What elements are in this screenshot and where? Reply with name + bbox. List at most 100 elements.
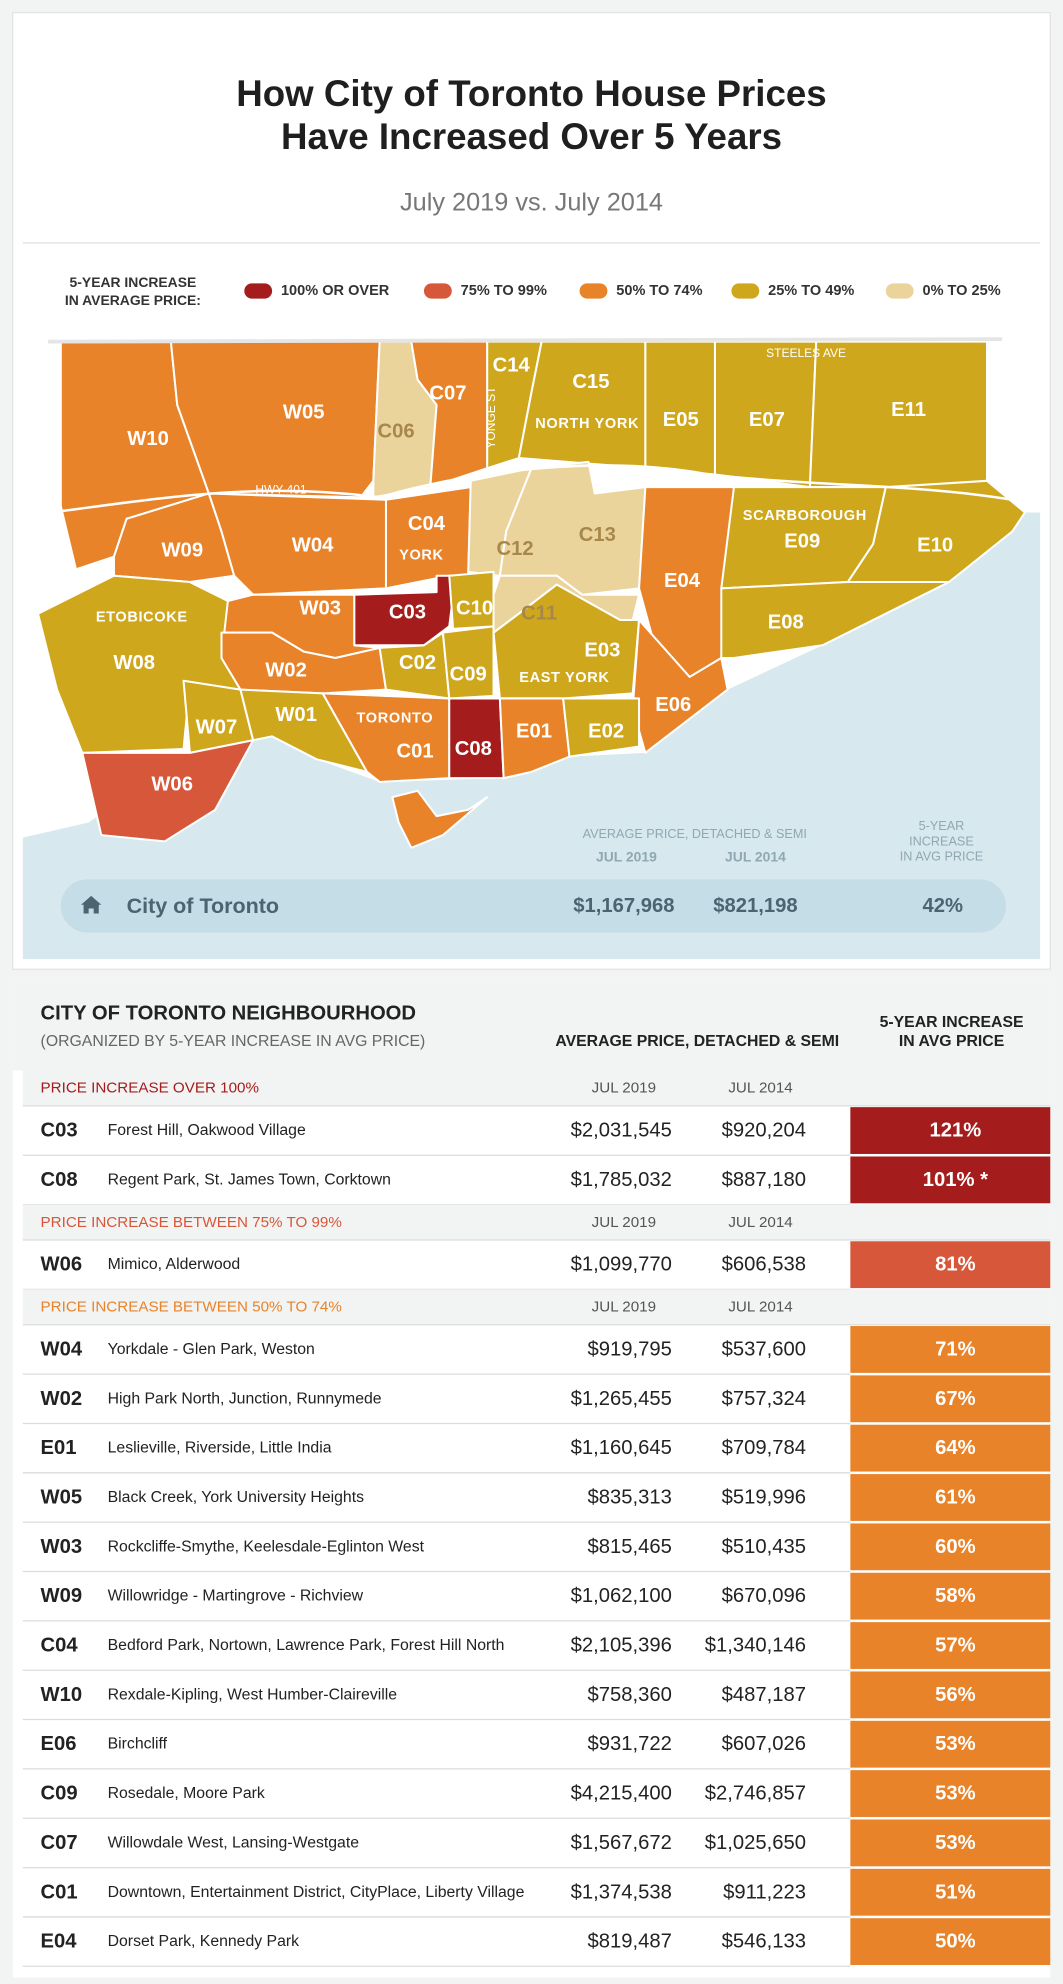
price-2019: $2,105,396: [571, 1635, 672, 1657]
neighbourhood-name: High Park North, Junction, Runnymede: [108, 1390, 382, 1407]
legend-swatch: [885, 283, 914, 299]
district-label: C06: [378, 420, 415, 442]
area-label: NORTH YORK: [535, 416, 639, 432]
increase-cell: [850, 1671, 1051, 1719]
area-label: YORK: [399, 547, 444, 563]
table-header-bg: [12, 980, 1051, 1071]
neighbourhood-name: Black Creek, York University Heights: [108, 1489, 364, 1506]
increase-cell: [850, 1424, 1051, 1472]
area-label: ETOBICOKE: [96, 609, 188, 625]
price-2014: $887,180: [722, 1169, 806, 1191]
section-column: JUL 2014: [728, 1080, 792, 1097]
summary-heading: IN AVG PRICE: [900, 850, 983, 864]
summary-heading: AVERAGE PRICE, DETACHED & SEMI: [583, 827, 807, 841]
district-label: E02: [588, 720, 624, 742]
increase-cell: [850, 1622, 1051, 1669]
summary-value: $1,167,968: [573, 895, 674, 917]
increase-value: 50%: [935, 1931, 976, 1953]
price-2014: $537,600: [722, 1338, 806, 1360]
district-shape: [169, 340, 381, 499]
neighbourhood-name: Leslieville, Riverside, Little India: [108, 1440, 332, 1457]
district-code: W02: [41, 1388, 83, 1410]
district-shape: [321, 692, 451, 783]
district-label: C02: [399, 652, 436, 674]
district-label: E08: [768, 612, 804, 634]
district-label: E11: [891, 399, 926, 421]
district-label: W07: [196, 717, 238, 739]
district-code: W05: [41, 1486, 83, 1508]
table-column-heading: AVERAGE PRICE, DETACHED & SEMI: [555, 1033, 839, 1050]
district-shape: [441, 625, 495, 700]
road-label: HWY 401: [255, 483, 307, 497]
price-2014: $519,996: [722, 1486, 806, 1508]
price-2014: $1,340,146: [705, 1635, 806, 1657]
section-heading: PRICE INCREASE OVER 100%: [41, 1080, 259, 1097]
neighbourhood-name: Forest Hill, Oakwood Village: [108, 1122, 306, 1139]
increase-cell: [850, 1572, 1051, 1620]
district-label: W09: [161, 539, 203, 561]
price-2019: $4,215,400: [571, 1783, 672, 1805]
summary-value: $821,198: [713, 895, 797, 917]
area-label: TORONTO: [357, 711, 434, 727]
increase-value: 101% *: [923, 1169, 988, 1191]
increase-value: 121%: [929, 1120, 981, 1142]
neighbourhood-name: Downtown, Entertainment District, CityPl…: [108, 1884, 525, 1901]
neighbourhood-name: Rockcliffe-Smythe, Keelesdale-Eglinton W…: [108, 1538, 425, 1555]
district-label: C11: [521, 603, 557, 625]
district-label: E05: [663, 409, 699, 431]
price-2019: $758,360: [588, 1684, 672, 1706]
section-column: JUL 2019: [592, 1214, 656, 1231]
highway-401: [50, 464, 1013, 514]
price-2019: $1,785,032: [571, 1169, 672, 1191]
district-label: W08: [113, 652, 155, 674]
section-column: JUL 2014: [728, 1299, 792, 1316]
increase-cell: [850, 1156, 1051, 1204]
price-2014: $546,133: [722, 1931, 806, 1953]
legend-title: 5-YEAR INCREASE: [70, 274, 197, 290]
increase-value: 53%: [935, 1832, 976, 1854]
district-code: C08: [41, 1169, 78, 1191]
price-2014: $1,025,650: [705, 1832, 806, 1854]
district-label: W06: [151, 773, 193, 795]
price-2014: $2,746,857: [705, 1783, 806, 1805]
increase-cell: [850, 1375, 1051, 1423]
district-label: C01: [397, 741, 434, 763]
district-code: C03: [41, 1120, 78, 1142]
increase-cell: [850, 1241, 1051, 1289]
district-shape: [517, 340, 647, 470]
district-label: C14: [493, 355, 531, 377]
district-label: W01: [275, 704, 317, 726]
legend-label: 100% OR OVER: [281, 283, 390, 299]
price-2019: $2,031,545: [571, 1120, 672, 1142]
neighbourhood-name: Willowdale West, Lansing-Westgate: [108, 1834, 360, 1851]
district-label: C08: [455, 738, 492, 760]
price-2019: $931,722: [588, 1733, 672, 1755]
district-label: E01: [516, 720, 552, 742]
price-2014: $670,096: [722, 1585, 806, 1607]
district-label: W03: [299, 598, 341, 620]
neighbourhood-name: Mimico, Alderwood: [108, 1256, 241, 1273]
district-label: E10: [917, 534, 953, 556]
increase-value: 67%: [935, 1388, 976, 1410]
increase-value: 57%: [935, 1635, 976, 1657]
neighbourhood-name: Willowridge - Martingrove - Richview: [108, 1588, 364, 1605]
home-icon: [81, 895, 102, 914]
legend-label: 25% TO 49%: [768, 283, 854, 299]
road-label: STEELES AVE: [766, 346, 846, 360]
section-header-bg: [22, 1289, 1051, 1325]
price-2014: $606,538: [722, 1254, 806, 1276]
district-shape: [498, 697, 571, 780]
district-shape: [384, 486, 472, 590]
district-shape: [644, 340, 716, 476]
increase-value: 56%: [935, 1684, 976, 1706]
district-label: C09: [450, 663, 487, 685]
district-shape: [846, 479, 1026, 584]
title: Have Increased Over 5 Years: [281, 116, 782, 157]
increase-cell: [850, 1918, 1051, 1966]
steeles-road: [48, 337, 1003, 344]
summary-pill: [60, 879, 1006, 933]
area-label: EAST YORK: [519, 670, 609, 686]
section-column: JUL 2019: [592, 1080, 656, 1097]
district-label: E09: [784, 531, 820, 553]
